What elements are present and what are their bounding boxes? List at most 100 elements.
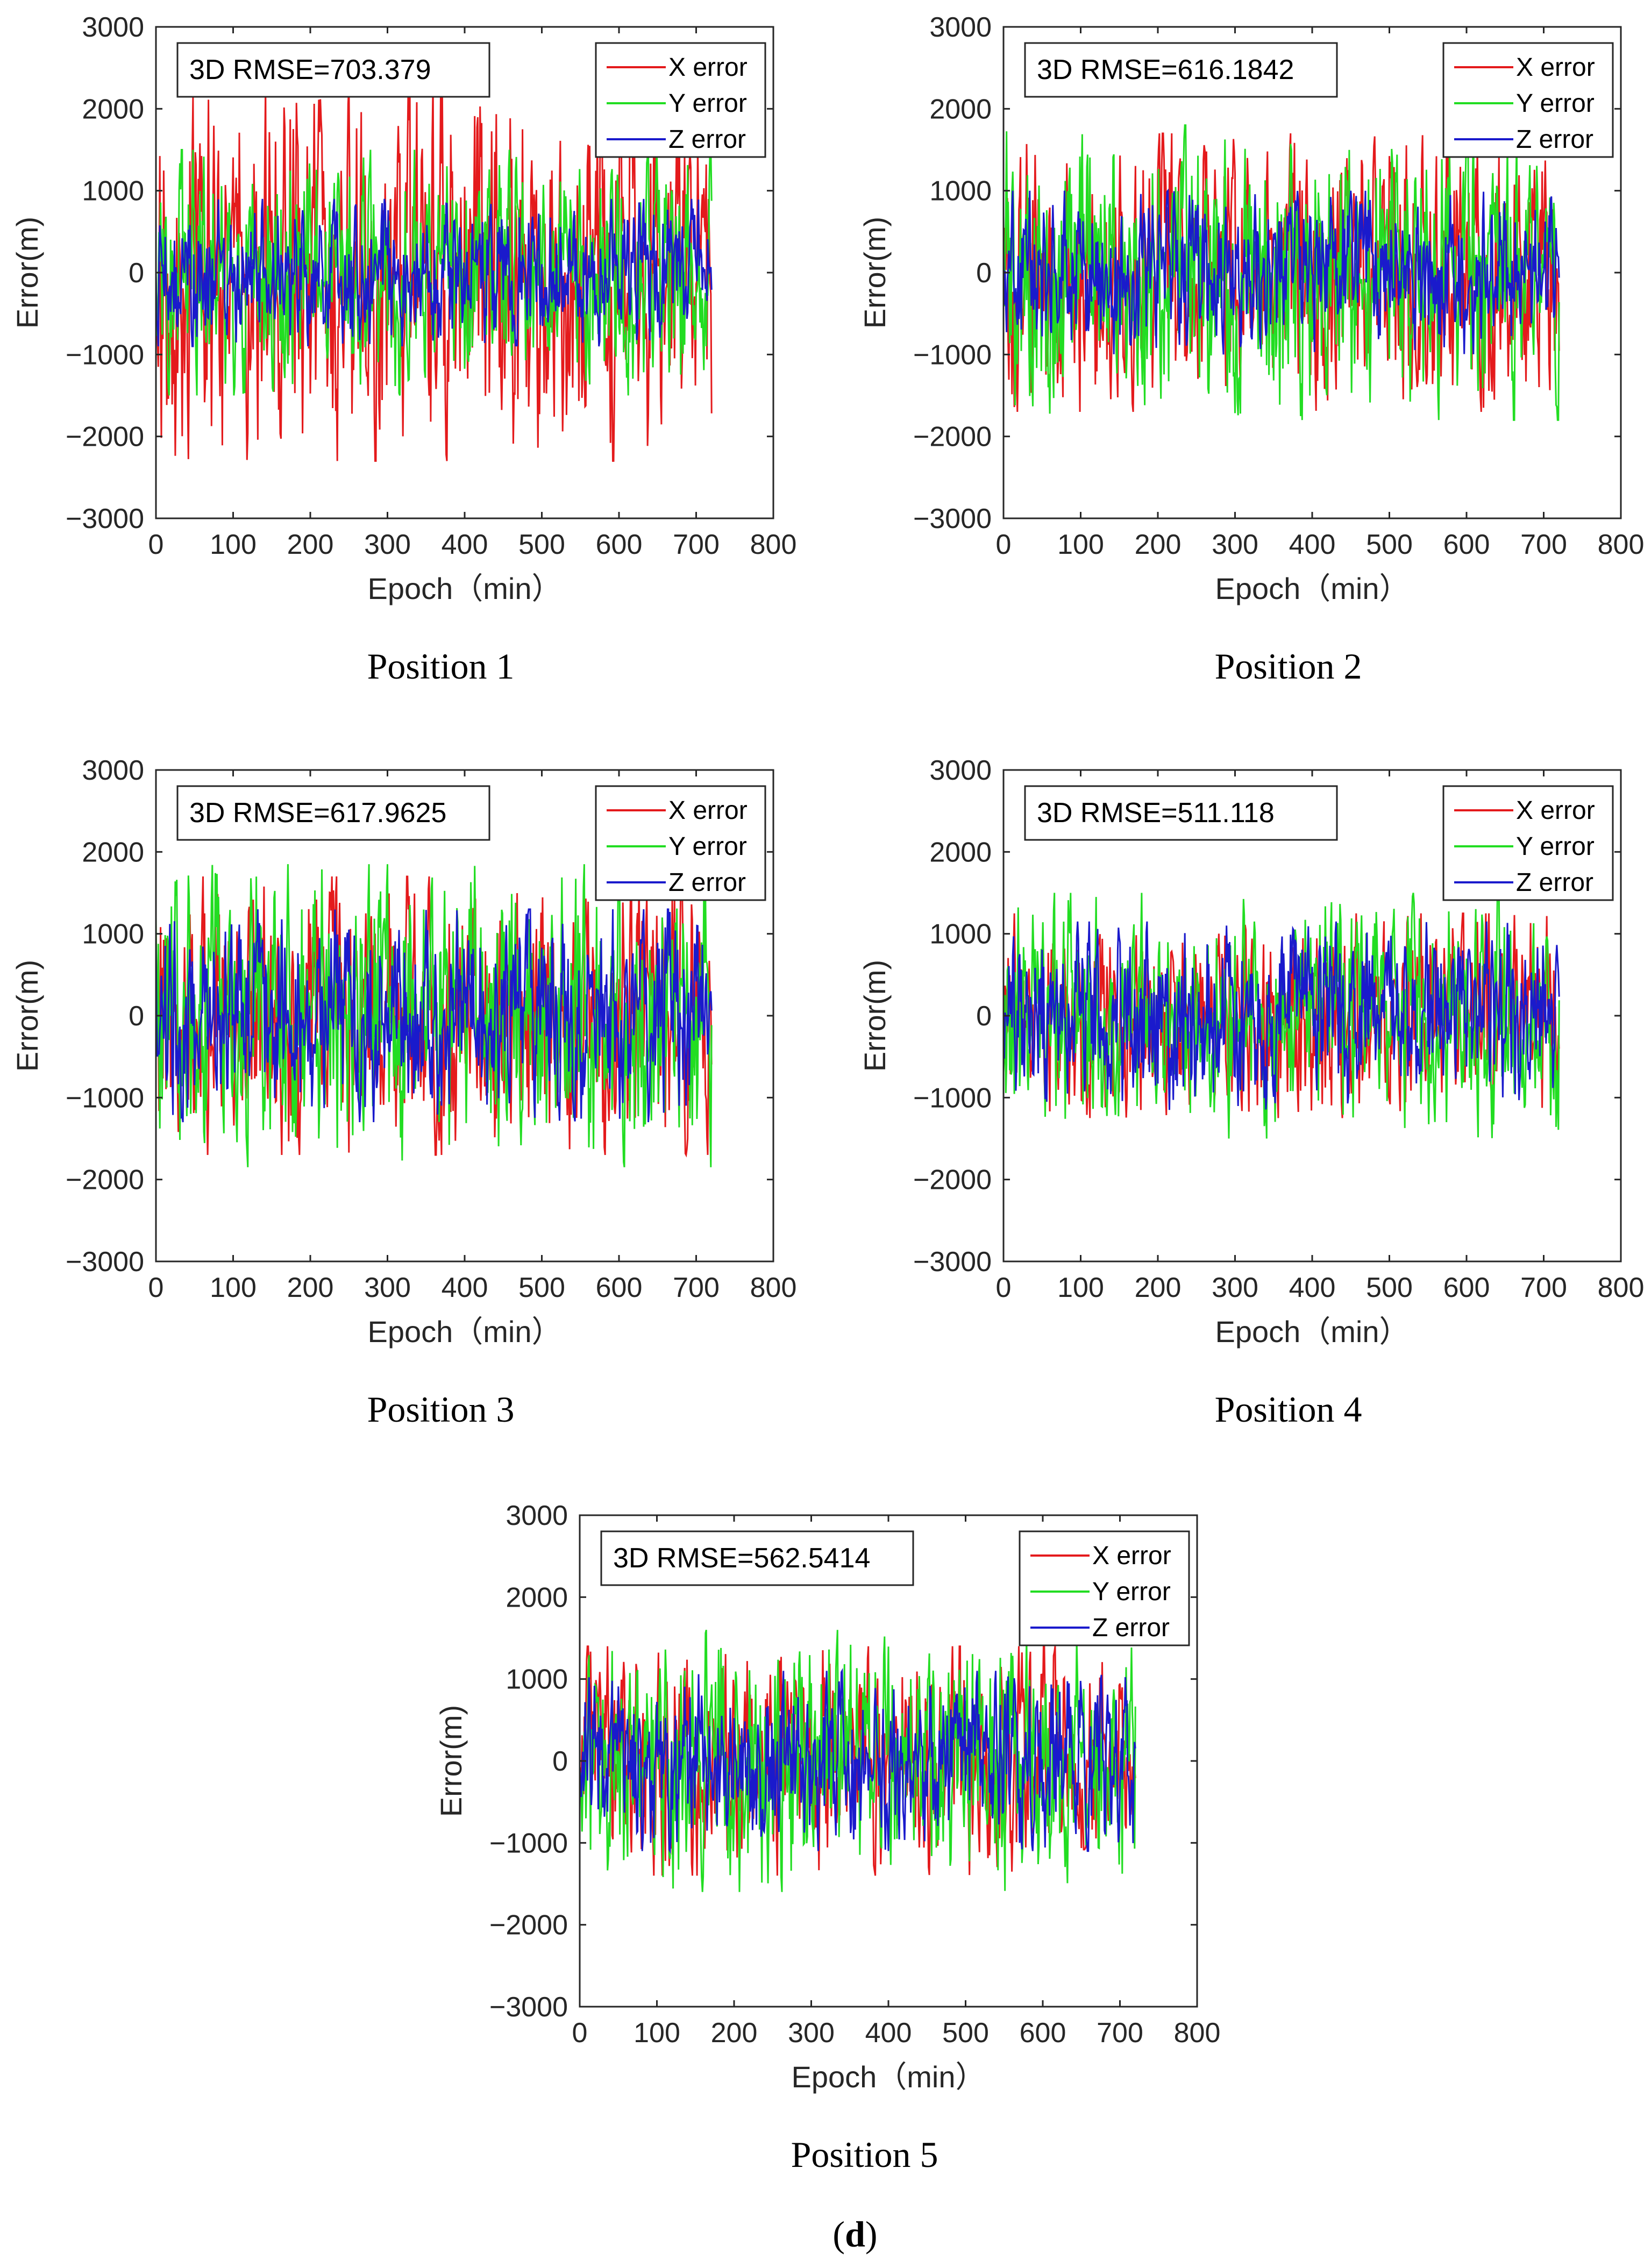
y-tick-label: 1000 [929, 919, 992, 950]
rmse-box-frame [176, 42, 490, 98]
y-tick-label: 3000 [929, 755, 992, 786]
x-axis-label: Epoch（min） [1215, 572, 1409, 605]
y-tick-label: −1000 [913, 1082, 992, 1114]
legend: X error Y error Z error [595, 785, 766, 901]
legend-entry-label: Y error [668, 89, 747, 118]
y-tick-label: 3000 [929, 12, 992, 43]
x-axis-label: Epoch（min） [791, 2060, 985, 2094]
panel-label-letter: d [845, 2214, 865, 2255]
y-tick-label: 3000 [82, 755, 144, 786]
legend-entry-label: Z error [668, 868, 746, 897]
y-tick-label: −2000 [66, 1165, 144, 1196]
x-tick-label: 100 [210, 529, 257, 560]
legend-entry-label: Y error [668, 832, 747, 861]
legend-entry-label: Z error [1092, 1614, 1170, 1642]
x-tick-label: 500 [518, 529, 565, 560]
legend-entry-label: Z error [668, 125, 746, 154]
y-tick-label: 2000 [82, 94, 144, 125]
legend-frame [1442, 785, 1614, 901]
series-line-z-error [1004, 188, 1560, 355]
x-tick-label: 100 [1057, 1272, 1104, 1303]
x-tick-label: 600 [1443, 1272, 1490, 1303]
x-tick-label: 700 [1520, 1272, 1567, 1303]
x-tick-label: 400 [865, 2017, 912, 2049]
y-tick-label: 0 [976, 258, 992, 289]
chart-panel-1: 0 100 200 300 400 500 600 700 800 3000 2000 1000 0 −1… [10, 12, 796, 687]
rmse-label: 3D RMSE=562.5414 [613, 1543, 870, 1574]
x-tick-label: 500 [1366, 529, 1413, 560]
legend-entry-label: X error [668, 796, 748, 825]
y-axis-label: Error(m) [10, 960, 44, 1072]
y-tick-label: 0 [129, 258, 144, 289]
chart-panel-3: 0 100 200 300 400 500 600 700 800 3000 2000 1000 0 −1… [10, 755, 796, 1430]
x-tick-label: 500 [1366, 1272, 1413, 1303]
x-tick-label: 300 [364, 1272, 411, 1303]
x-tick-label: 600 [596, 1272, 643, 1303]
y-tick-label: 1000 [929, 176, 992, 207]
x-tick-label: 200 [1135, 1272, 1182, 1303]
legend-frame [1019, 1530, 1190, 1646]
x-tick-label: 300 [1212, 529, 1258, 560]
x-tick-label: 100 [634, 2017, 680, 2049]
chart-caption: Position 2 [1215, 646, 1362, 687]
legend-entry-label: Z error [1516, 125, 1593, 154]
rmse-box: 3D RMSE=511.118 [1024, 785, 1338, 841]
legend-frame [1442, 42, 1614, 158]
x-tick-label: 600 [596, 529, 643, 560]
y-tick-label: −2000 [489, 1910, 568, 1941]
panel-label: (d) [832, 2214, 877, 2255]
legend-entry-label: Z error [1516, 868, 1593, 897]
rmse-label: 3D RMSE=511.118 [1037, 797, 1275, 829]
rmse-box: 3D RMSE=562.5414 [600, 1530, 914, 1586]
y-tick-label: −2000 [913, 422, 992, 453]
x-tick-label: 100 [1057, 529, 1104, 560]
rmse-box: 3D RMSE=616.1842 [1024, 42, 1338, 98]
y-tick-label: 2000 [929, 837, 992, 868]
series-line-z-error [156, 198, 713, 347]
legend: X error Y error Z error [1442, 42, 1614, 158]
rmse-box-frame [1024, 42, 1338, 98]
x-tick-label: 800 [750, 529, 797, 560]
y-axis-label: Error(m) [434, 1705, 468, 1817]
chart-caption: Position 4 [1215, 1389, 1362, 1430]
y-tick-label: −3000 [913, 503, 992, 534]
y-axis-label: Error(m) [10, 217, 44, 329]
x-tick-label: 700 [1097, 2017, 1143, 2049]
y-axis-label: Error(m) [858, 217, 892, 329]
x-tick-label: 700 [673, 1272, 720, 1303]
x-tick-label: 300 [364, 529, 411, 560]
x-axis-label: Epoch（min） [367, 1315, 561, 1349]
y-tick-label: 0 [552, 1746, 568, 1777]
y-tick-label: 3000 [82, 12, 144, 43]
rmse-label: 3D RMSE=617.9625 [189, 797, 446, 829]
legend-entry-label: X error [668, 53, 748, 82]
x-tick-label: 400 [1289, 529, 1336, 560]
x-tick-label: 300 [1212, 1272, 1258, 1303]
chart-caption: Position 5 [791, 2134, 938, 2175]
rmse-box-frame [176, 785, 490, 841]
rmse-box: 3D RMSE=703.379 [176, 42, 490, 98]
y-axis-label: Error(m) [858, 960, 892, 1072]
series-line-z-error [580, 1668, 1136, 1855]
rmse-label: 3D RMSE=703.379 [189, 54, 431, 85]
x-tick-label: 0 [148, 1272, 164, 1303]
y-tick-label: −3000 [913, 1246, 992, 1278]
y-tick-label: 0 [976, 1001, 992, 1032]
x-tick-label: 600 [1443, 529, 1490, 560]
legend-entry-label: X error [1516, 796, 1595, 825]
rmse-box-frame [1024, 785, 1338, 841]
chart-panel-5: 0 100 200 300 400 500 600 700 800 3000 2000 1000 0 −1… [434, 1500, 1220, 2175]
x-tick-label: 700 [1520, 529, 1567, 560]
series-line-z-error [1004, 921, 1560, 1110]
x-tick-label: 200 [287, 529, 334, 560]
x-tick-label: 800 [1174, 2017, 1221, 2049]
legend: X error Y error Z error [1442, 785, 1614, 901]
legend-entry-label: X error [1516, 53, 1595, 82]
x-tick-label: 800 [1598, 1272, 1644, 1303]
chart-caption: Position 1 [367, 646, 515, 687]
legend: X error Y error Z error [595, 42, 766, 158]
x-tick-label: 0 [996, 1272, 1012, 1303]
y-tick-label: 1000 [82, 176, 144, 207]
rmse-box-frame [600, 1530, 914, 1586]
y-tick-label: 1000 [506, 1664, 568, 1695]
